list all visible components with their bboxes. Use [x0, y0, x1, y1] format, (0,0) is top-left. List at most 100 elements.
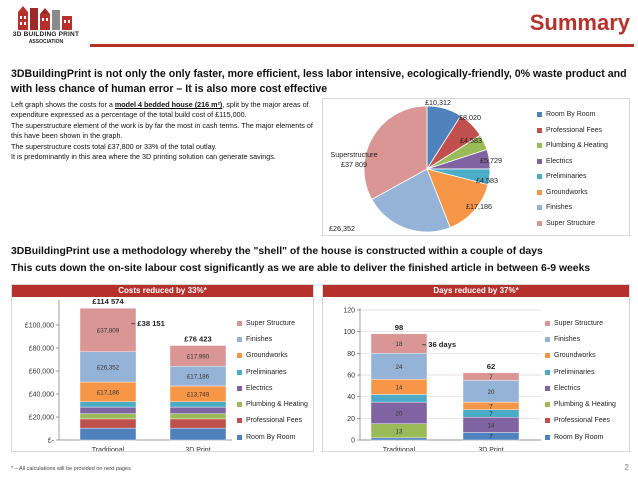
intro-text: 3DBuildingPrint is not only the only fas…	[11, 68, 627, 95]
y-tick-label: 0	[351, 438, 355, 445]
bar-segment-label: £37,809	[97, 327, 120, 334]
bar-segment-label: 24	[396, 364, 403, 371]
bar-segment-super-structure	[370, 333, 428, 354]
y-tick-label: 80	[347, 351, 355, 358]
pie-value-label: £37 809	[341, 160, 367, 169]
legend-swatch	[237, 434, 242, 440]
bar-segment-super-structure	[169, 345, 227, 367]
bar-segment-finishes	[370, 353, 428, 380]
legend-item-professional-fees: Professional Fees	[537, 123, 608, 139]
legend-label: Super Structure	[246, 319, 296, 327]
pie-value-label: £5,729	[480, 156, 502, 165]
pie-value-label: £4,583	[476, 176, 498, 185]
bar-segment-label: 20	[396, 410, 403, 417]
bar-segment-label: 18	[396, 341, 403, 348]
legend-label: Electrics	[554, 384, 581, 392]
description-text: , split by the major areas of expenditur…	[11, 100, 309, 120]
legend-swatch	[237, 418, 242, 424]
description-paragraph-3: The superstructure costs total £37,800 o…	[11, 141, 217, 151]
legend-swatch	[237, 320, 242, 326]
cost-chart-panel: Costs reduced by 33%* £- £20,000 £40,000 £6…	[11, 284, 314, 452]
legend-label: Professional Fees	[546, 126, 603, 134]
bar-segment-electrics	[169, 406, 227, 414]
description-paragraph-2: The superstructure element of the work i…	[11, 120, 313, 141]
pie-value-label: £8,020	[459, 113, 481, 122]
legend-item-plumbing-and-heating: Plumbing & Heating	[545, 396, 616, 412]
y-tick-label: £80,000	[29, 346, 54, 353]
page-title: Summary	[529, 10, 630, 35]
cost-pie-chart: £10,312 £8,020 £4,583 £5,729 £4,583 £17,186 £2…	[329, 98, 502, 233]
legend-label: Professional Fees	[246, 417, 303, 425]
legend-item-professional-fees: Professional Fees	[237, 413, 308, 429]
pie-chart-panel: £10,312 £8,020 £4,583 £5,729 £4,583 £17,186 £2…	[322, 98, 630, 236]
legend-swatch	[545, 402, 550, 408]
pie-value-label: £10,312	[425, 99, 451, 107]
legend-item-plumbing-and-heating: Plumbing & Heating	[237, 396, 308, 412]
legend-swatch	[537, 205, 542, 211]
y-tick-label: £60,000	[29, 369, 54, 376]
legend-swatch	[545, 434, 550, 440]
legend-swatch	[545, 369, 550, 375]
x-category-label: Traditional	[92, 447, 125, 451]
cost-chart-title: Costs reduced by 33%*	[12, 285, 313, 297]
legend-item-room-by-room: Room By Room	[537, 107, 608, 123]
methodology-line-2: This cuts down the on-site labour cost s…	[11, 263, 591, 274]
bar-segment-electrics	[79, 406, 137, 414]
bar-segment-label: 14	[396, 384, 403, 391]
legend-item-plumbing-and-heating: Plumbing & Heating	[537, 138, 608, 154]
bar-segment-preliminaries	[370, 394, 428, 403]
legend-item-finishes: Finishes	[537, 200, 608, 216]
company-logo: 3D BUILDING PRINT ASSOCIATION	[4, 4, 88, 50]
legend-item-preliminaries: Preliminaries	[237, 364, 308, 380]
legend-swatch	[537, 158, 542, 164]
legend-label: Preliminaries	[246, 368, 287, 376]
bar-segment-preliminaries	[79, 401, 137, 408]
legend-label: Electrics	[246, 384, 273, 392]
legend-label: Room By Room	[546, 111, 596, 119]
bar-segment-label: £13,749	[187, 391, 210, 398]
y-tick-label: £20,000	[29, 415, 54, 422]
footnote: * – All calculations will be provided on…	[11, 466, 131, 472]
bar-total-label: 98	[395, 323, 403, 332]
legend-item-electrics: Electrics	[537, 154, 608, 170]
legend-item-super-structure: Super Structure	[237, 315, 308, 331]
legend-item-electrics: Electrics	[237, 380, 308, 396]
legend-label: Plumbing & Heating	[554, 401, 616, 409]
title-rule	[90, 44, 634, 47]
x-category-label: Traditional	[383, 447, 416, 451]
bar-segment-label: 13	[396, 428, 403, 435]
bar-segment-professional-fees	[79, 418, 137, 429]
legend-label: Finishes	[554, 335, 581, 343]
y-tick-label: 20	[347, 416, 355, 423]
days-legend: Super Structure Finishes Groundworks Prelim…	[545, 315, 616, 445]
legend-item-preliminaries: Preliminaries	[537, 169, 608, 185]
pie-value-label: £26,352	[329, 224, 355, 233]
legend-item-groundworks: Groundworks	[237, 348, 308, 364]
legend-label: Preliminaries	[554, 368, 595, 376]
bar-segment-label: £17,990	[187, 353, 210, 360]
bar-segment-plumbing-and-heating	[79, 413, 137, 420]
legend-label: Super Structure	[554, 319, 604, 327]
legend-label: Groundworks	[554, 352, 596, 360]
pie-legend: Room By Room Professional Fees Plumbing & …	[537, 107, 608, 231]
legend-label: Finishes	[546, 204, 573, 212]
legend-swatch	[537, 112, 542, 118]
y-tick-label: £-	[48, 438, 55, 445]
legend-label: Plumbing & Heating	[246, 401, 308, 409]
days-chart-panel: Days reduced by 37%* 0 20 40 60 80 100 120 13 20…	[322, 284, 630, 452]
cost-bar-chart: £- £20,000 £40,000 £60,000 £80,000 £100,000 £1…	[25, 297, 232, 451]
days-bar-chart: 0 20 40 60 80 100 120 13 20 14 24 18 98 Traditional 7 1…	[343, 308, 541, 451]
bar-segment-label: 7	[489, 403, 493, 410]
bar-segment-label: 7	[489, 411, 493, 418]
legend-label: Groundworks	[546, 188, 588, 196]
logo-text: 3D BUILDING PRINT	[12, 31, 80, 38]
description-text: Left graph shows the costs for a	[11, 100, 115, 109]
pie-slice-name-label: Superstructure	[330, 150, 377, 159]
legend-swatch	[537, 127, 542, 133]
pie-value-label: £17,186	[466, 202, 492, 211]
legend-item-finishes: Finishes	[545, 331, 616, 347]
legend-swatch	[537, 174, 542, 180]
bar-segment-professional-fees	[169, 418, 227, 429]
pie-slice-finishes	[371, 168, 451, 233]
bar-segment-label: 7	[489, 434, 493, 441]
